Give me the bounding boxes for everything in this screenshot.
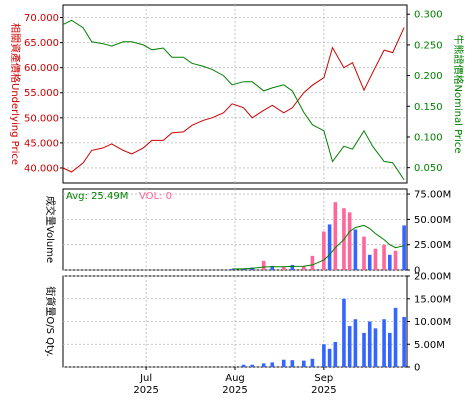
volume-bar xyxy=(327,224,332,270)
x-tick-month: Sep xyxy=(314,373,333,384)
os-qty-bar xyxy=(388,332,392,367)
os-qty-bar xyxy=(281,359,286,367)
os-qty-tick-label: 0 xyxy=(414,363,420,374)
volume-bar xyxy=(367,254,372,270)
nominal-price-line xyxy=(62,19,405,181)
volume-bar xyxy=(362,236,366,270)
os-qty-tick-label: 15.00M xyxy=(414,294,451,305)
x-tick-year: 2025 xyxy=(311,385,336,396)
left-tick-label: 45.000 xyxy=(24,138,59,149)
right-tick-label: 0.150 xyxy=(414,102,443,113)
left-tick-label: 70.000 xyxy=(24,13,59,24)
left-tick-label: 40.000 xyxy=(24,163,59,174)
os-qty-tick-label: 5.00M xyxy=(414,340,445,351)
volume-bar xyxy=(388,254,392,270)
os-qty-bar xyxy=(270,362,275,367)
os-qty-bar xyxy=(367,321,372,367)
volume-bar xyxy=(290,264,295,270)
volume-axis-title: 成交量Volume xyxy=(44,196,57,263)
x-tick-year: 2025 xyxy=(222,385,247,396)
os-qty-bar xyxy=(322,344,326,367)
volume-bar xyxy=(382,244,386,270)
os-qty-bar xyxy=(342,298,346,367)
os-qty-bar xyxy=(333,341,338,367)
volume-bar xyxy=(322,231,326,270)
os-qty-bar xyxy=(302,360,306,367)
left-tick-label: 65.000 xyxy=(24,38,59,49)
os-qty-bar xyxy=(373,328,378,367)
left-tick-label: 60.000 xyxy=(24,63,59,74)
os-qty-tick-label: 10.00M xyxy=(414,317,451,328)
volume-bar xyxy=(333,202,338,270)
right-tick-label: 0.250 xyxy=(414,40,443,51)
volume-tick-label: 25.00M xyxy=(414,240,451,251)
x-tick-month: Aug xyxy=(225,373,245,384)
volume-bar xyxy=(373,248,378,270)
volume-bar xyxy=(302,265,306,270)
volume-tick-label: 50.00M xyxy=(414,215,451,226)
volume-tick-label: 0 xyxy=(414,266,420,277)
os-qty-bar xyxy=(327,348,332,367)
os-qty-tick-label: 20.00M xyxy=(414,272,451,283)
right-axis-title: 牛熊證價格Nominal Price xyxy=(452,35,465,154)
os-qty-bar xyxy=(290,360,295,367)
os-qty-bar xyxy=(261,363,266,367)
left-tick-label: 50.000 xyxy=(24,113,59,124)
volume-bar xyxy=(393,250,398,270)
os-qty-bar xyxy=(353,319,358,367)
volume-bar xyxy=(402,225,406,270)
underlying-price-line xyxy=(62,27,405,173)
volume-bar xyxy=(270,265,275,270)
x-tick-month: Jul xyxy=(139,373,152,384)
right-tick-label: 0.300 xyxy=(414,10,443,21)
volume-bar xyxy=(281,266,286,270)
volume-bar xyxy=(353,229,358,270)
volume-average-line xyxy=(232,224,405,270)
volume-bar xyxy=(310,255,315,270)
os-qty-bar xyxy=(241,364,246,367)
os-qty-axis-title: 街貨量O/S Qty. xyxy=(44,286,57,356)
os-qty-bar xyxy=(250,364,254,367)
right-tick-label: 0.050 xyxy=(414,163,443,174)
volume-average-legend: Avg: 25.49M xyxy=(66,191,128,202)
right-tick-label: 0.200 xyxy=(414,71,443,82)
x-tick-year: 2025 xyxy=(133,385,158,396)
left-axis-title: 相關資產價格Underlying Price xyxy=(9,23,22,165)
right-tick-label: 0.100 xyxy=(414,132,443,143)
volume-tick-label: 75.00M xyxy=(414,190,451,201)
os-qty-bar xyxy=(393,307,398,367)
volume-bar xyxy=(261,260,266,270)
os-qty-bar xyxy=(402,316,406,367)
left-tick-label: 55.000 xyxy=(24,88,59,99)
os-qty-bar xyxy=(310,358,315,367)
os-qty-bar xyxy=(362,332,366,367)
os-qty-bar xyxy=(347,326,352,367)
volume-bar xyxy=(347,212,352,270)
os-qty-bar xyxy=(382,319,386,367)
volume-legend: VOL: 0 xyxy=(139,191,172,202)
